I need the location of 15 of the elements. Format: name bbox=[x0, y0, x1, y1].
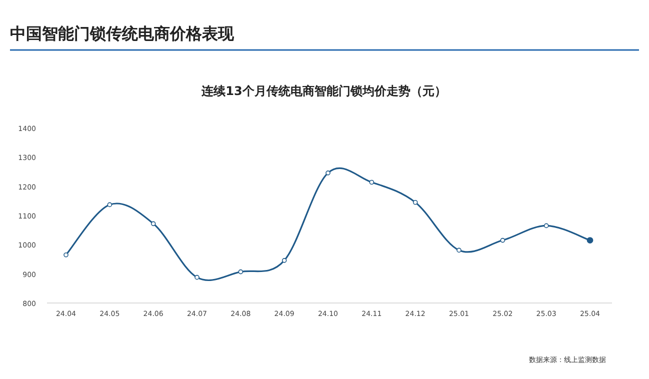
point bbox=[107, 202, 112, 208]
point bbox=[282, 258, 287, 263]
point bbox=[150, 221, 156, 226]
point bbox=[369, 180, 374, 185]
chart-subtitle: 连续13个月传统电商智能门锁均价走势（元） bbox=[200, 84, 446, 98]
point bbox=[194, 274, 200, 280]
point bbox=[64, 252, 68, 258]
point bbox=[500, 238, 506, 243]
point bbox=[412, 200, 418, 205]
point bbox=[326, 170, 330, 176]
point bbox=[238, 269, 244, 274]
point bbox=[456, 248, 462, 253]
point bbox=[586, 237, 594, 244]
point bbox=[544, 223, 549, 228]
chart-title: 中国智能门锁传统电商价格表现 bbox=[10, 24, 235, 43]
